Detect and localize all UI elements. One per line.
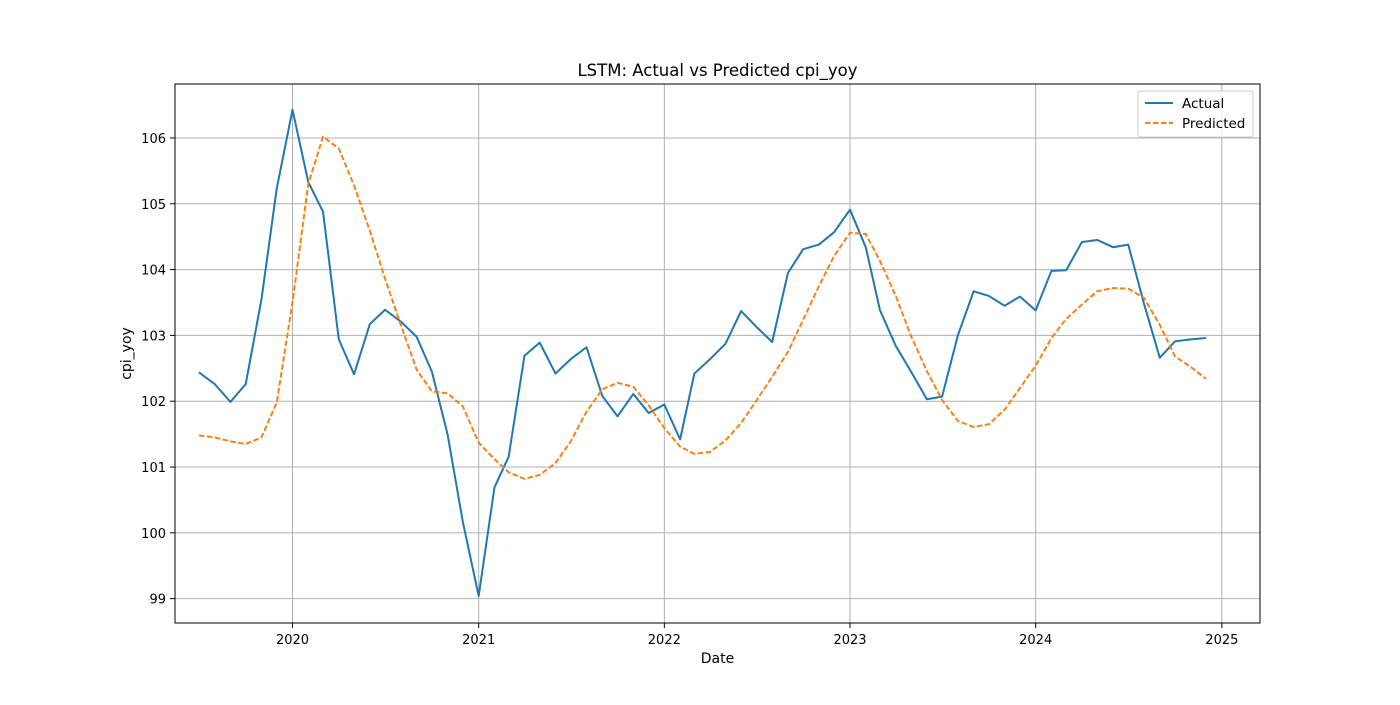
y-tick-label: 105	[141, 198, 166, 213]
chart-title: LSTM: Actual vs Predicted cpi_yoy	[577, 61, 857, 81]
x-axis-title: Date	[701, 651, 734, 667]
tick-layer: 2020 2021 2022 2023 2024 2025 99 100 101 102 103 10…	[141, 132, 1238, 648]
y-tick-label: 102	[141, 395, 166, 410]
y-tick-label: 99	[149, 593, 166, 608]
legend: Actual Predicted	[1137, 90, 1254, 138]
grid-layer	[175, 84, 1260, 623]
x-tick-label: 2021	[462, 633, 495, 648]
y-tick-label: 103	[141, 329, 166, 344]
x-tick-label: 2025	[1205, 633, 1238, 648]
series-line-actual	[198, 108, 1207, 598]
legend-label-predicted: Predicted	[1182, 116, 1245, 132]
y-tick-label: 101	[141, 461, 166, 476]
y-tick-label: 106	[141, 132, 166, 147]
x-tick-label: 2023	[833, 633, 866, 648]
plot-frame	[174, 83, 1261, 624]
series-line-predicted	[198, 135, 1207, 480]
y-tick-label: 104	[141, 264, 166, 279]
legend-label-actual: Actual	[1182, 96, 1224, 112]
y-tick-label: 100	[141, 527, 166, 542]
x-tick-label: 2024	[1019, 633, 1052, 648]
x-tick-label: 2020	[276, 633, 309, 648]
series-layer	[198, 108, 1207, 598]
x-tick-label: 2022	[648, 633, 681, 648]
y-axis-title: cpi_yoy	[119, 327, 135, 380]
